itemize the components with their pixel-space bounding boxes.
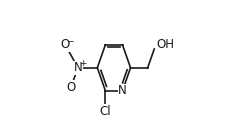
Text: N: N	[74, 61, 82, 74]
Text: −: −	[66, 37, 74, 46]
Text: O: O	[61, 38, 70, 51]
Text: OH: OH	[156, 38, 174, 51]
Text: +: +	[79, 59, 86, 68]
Text: O: O	[66, 81, 76, 94]
Text: Cl: Cl	[100, 105, 111, 118]
Text: N: N	[118, 84, 127, 97]
